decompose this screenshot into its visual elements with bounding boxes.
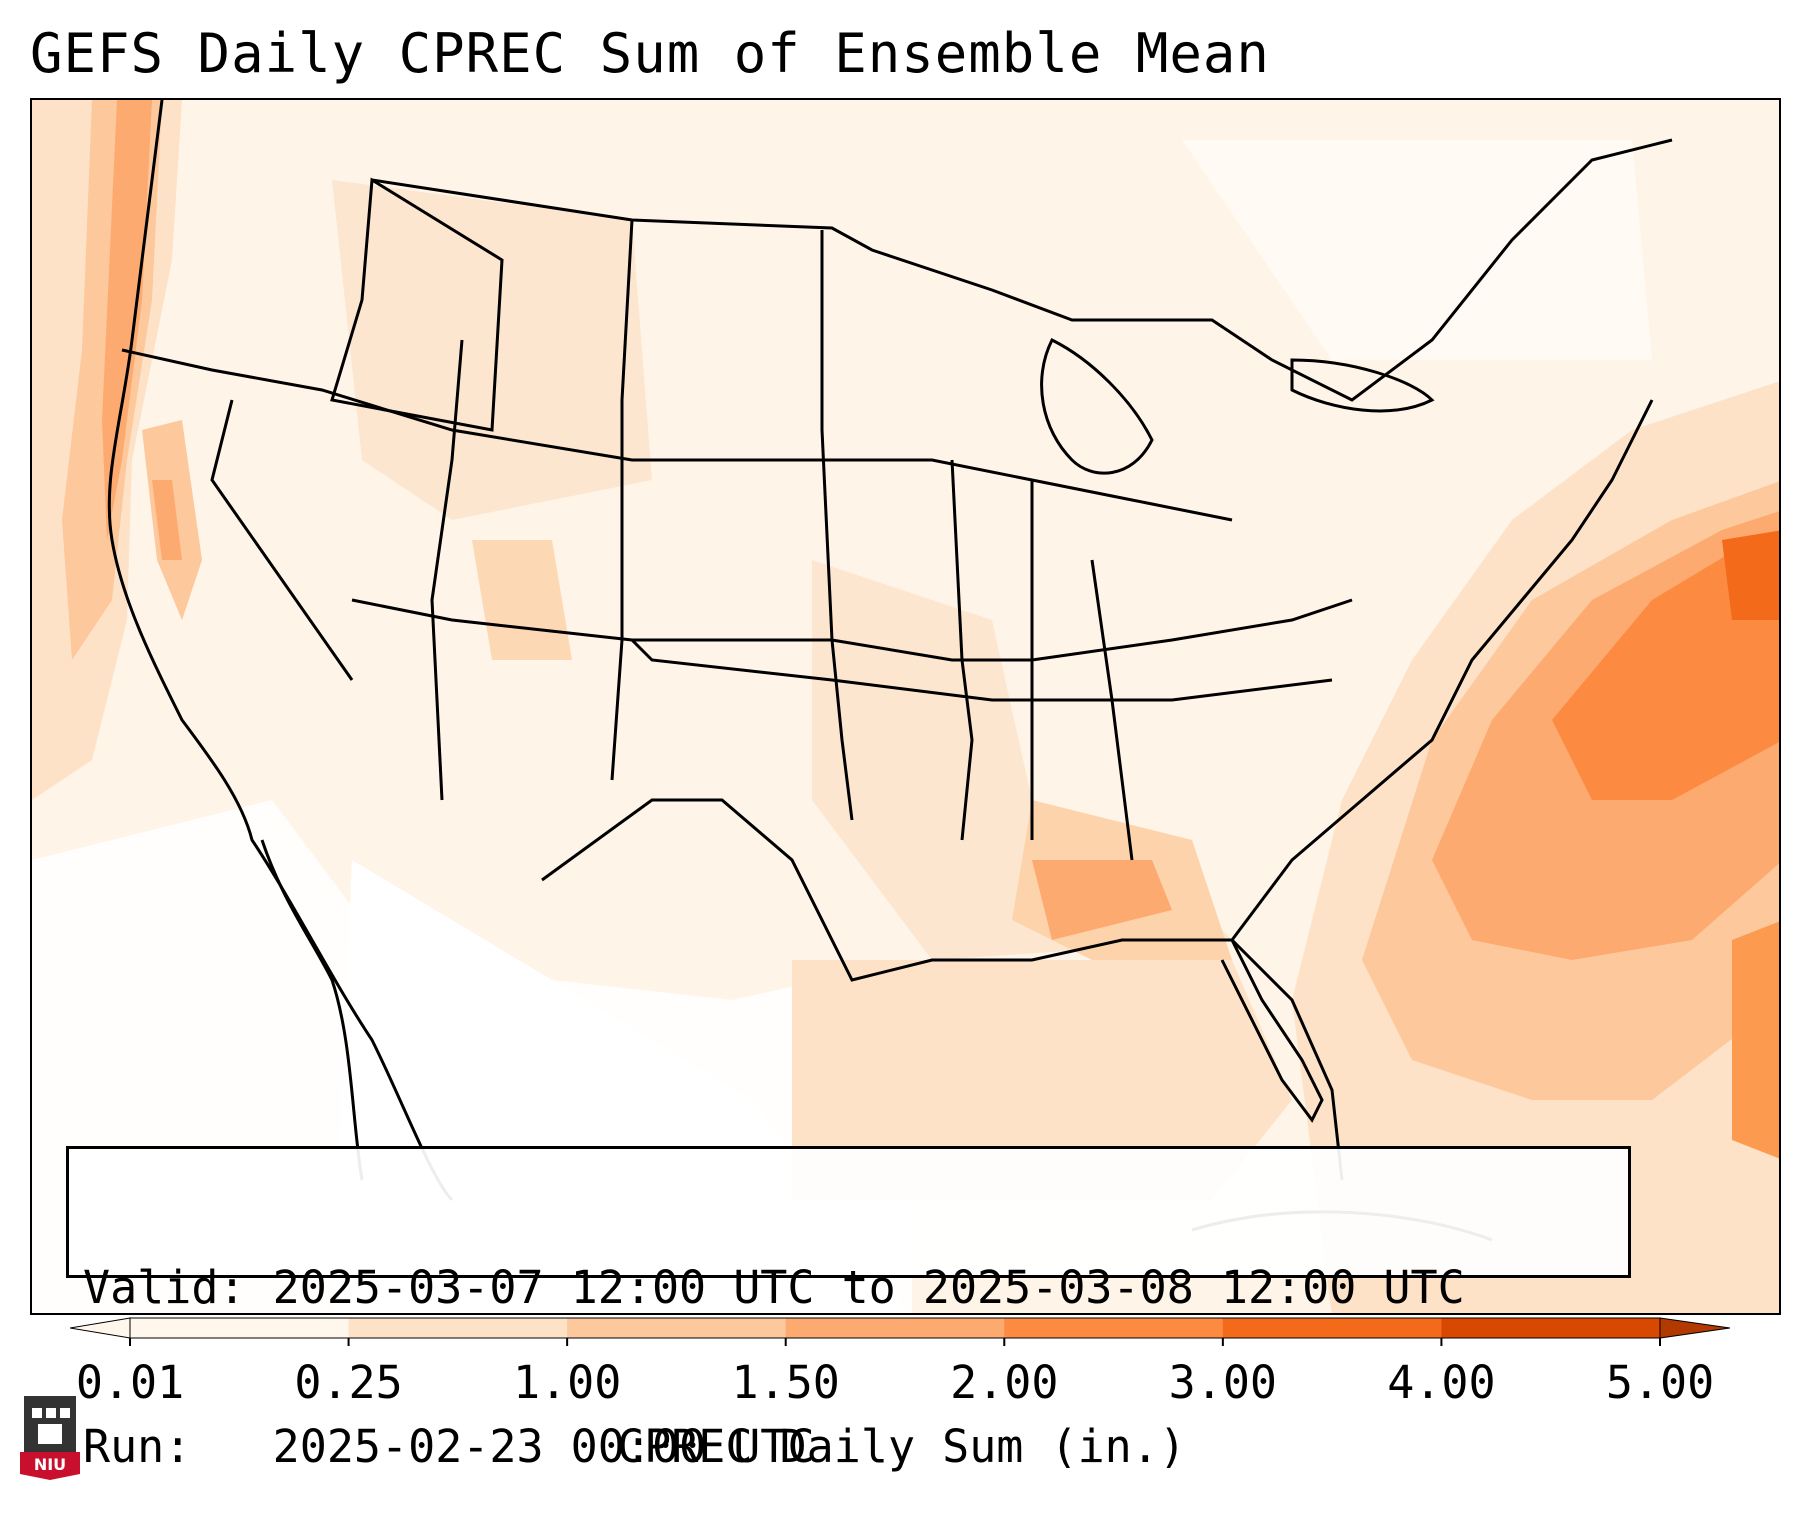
east-coastline bbox=[1230, 399, 1654, 941]
state-line-row-1 bbox=[121, 348, 1233, 522]
colorbar-segment bbox=[1222, 1318, 1442, 1338]
precip-gulf-coast-high bbox=[1032, 860, 1172, 940]
colorbar-ticks bbox=[129, 1338, 1661, 1346]
logo-door bbox=[38, 1424, 62, 1444]
colorbar bbox=[70, 1317, 1730, 1346]
colorbar-segment bbox=[1004, 1318, 1224, 1338]
valid-time-text: Valid: 2025-03-07 12:00 UTC to 2025-03-0… bbox=[83, 1261, 1465, 1314]
colorbar-segment bbox=[1441, 1318, 1661, 1338]
precip-gulf-of-mexico bbox=[792, 960, 1292, 1200]
gulf-coastline bbox=[541, 798, 1344, 1181]
colorbar-tick-label: 0.01 bbox=[75, 1356, 185, 1409]
map-outlines bbox=[107, 100, 1673, 1202]
run-time-text: Run: 2025-02-23 00:00 UTC bbox=[83, 1420, 815, 1473]
state-line-column-1 bbox=[430, 339, 464, 801]
colorbar-segment bbox=[567, 1318, 787, 1338]
colorbar-tick-label: 1.00 bbox=[512, 1356, 622, 1409]
state-line-column-4 bbox=[950, 459, 974, 841]
northern-border bbox=[371, 138, 1673, 402]
colorbar-min-extension bbox=[70, 1317, 131, 1339]
precip-atlantic-max bbox=[1552, 540, 1779, 800]
colorbar-tick-label: 5.00 bbox=[1605, 1356, 1715, 1409]
logo-window-1 bbox=[32, 1408, 42, 1418]
state-line-column-3 bbox=[820, 230, 854, 821]
colorbar-segments bbox=[70, 1317, 1730, 1339]
state-line-row-3 bbox=[630, 638, 1333, 702]
colorbar-segment bbox=[348, 1318, 568, 1338]
colorbar-tick-label: 1.50 bbox=[731, 1356, 840, 1409]
precip-atlantic-peak bbox=[1722, 530, 1779, 620]
precip-west-coast-high bbox=[102, 100, 152, 540]
colorbar-tick-label: 4.00 bbox=[1387, 1356, 1496, 1409]
colorbar-segment bbox=[130, 1318, 350, 1338]
valid-run-info-box: Valid: 2025-03-07 12:00 UTC to 2025-03-0… bbox=[66, 1146, 1631, 1473]
dry-area-canada bbox=[1182, 140, 1652, 360]
map-panel bbox=[30, 98, 1781, 1315]
state-line-column-6 bbox=[1090, 559, 1134, 861]
precip-rockies bbox=[332, 180, 652, 520]
precip-atlantic-south bbox=[1732, 921, 1779, 1159]
logo-window-3 bbox=[60, 1408, 70, 1418]
colorbar-tick-label: 0.25 bbox=[294, 1356, 403, 1409]
colorbar-tick-label: 3.00 bbox=[1168, 1356, 1278, 1409]
colorbar-tick-label: 2.00 bbox=[950, 1356, 1059, 1409]
west-coastline bbox=[107, 100, 454, 1202]
baja-peninsula bbox=[260, 839, 364, 1181]
lake-michigan bbox=[1040, 337, 1154, 475]
lake-ontario bbox=[1290, 358, 1435, 413]
state-line-nevada bbox=[210, 399, 354, 681]
colorbar-max-extension bbox=[1659, 1317, 1730, 1339]
page-title: GEFS Daily CPREC Sum of Ensemble Mean bbox=[30, 22, 1270, 85]
florida-outline bbox=[1220, 939, 1324, 1123]
precip-sierra-high bbox=[152, 480, 182, 560]
state-line-column-2 bbox=[610, 219, 634, 781]
colorbar-segment bbox=[785, 1318, 1005, 1338]
logo-window-2 bbox=[46, 1408, 56, 1418]
colorbar-label: CPREC Daily Sum (in.) bbox=[617, 1420, 1186, 1473]
precip-map bbox=[32, 100, 1779, 1313]
logo-text: NIU bbox=[34, 1455, 66, 1474]
state-lines-nw bbox=[330, 177, 504, 432]
colorbar-outline bbox=[129, 1317, 1661, 1339]
university-tower-logo-icon: NIU bbox=[20, 1396, 80, 1480]
state-line-row-2 bbox=[351, 598, 1353, 662]
logo-shield bbox=[20, 1452, 80, 1480]
